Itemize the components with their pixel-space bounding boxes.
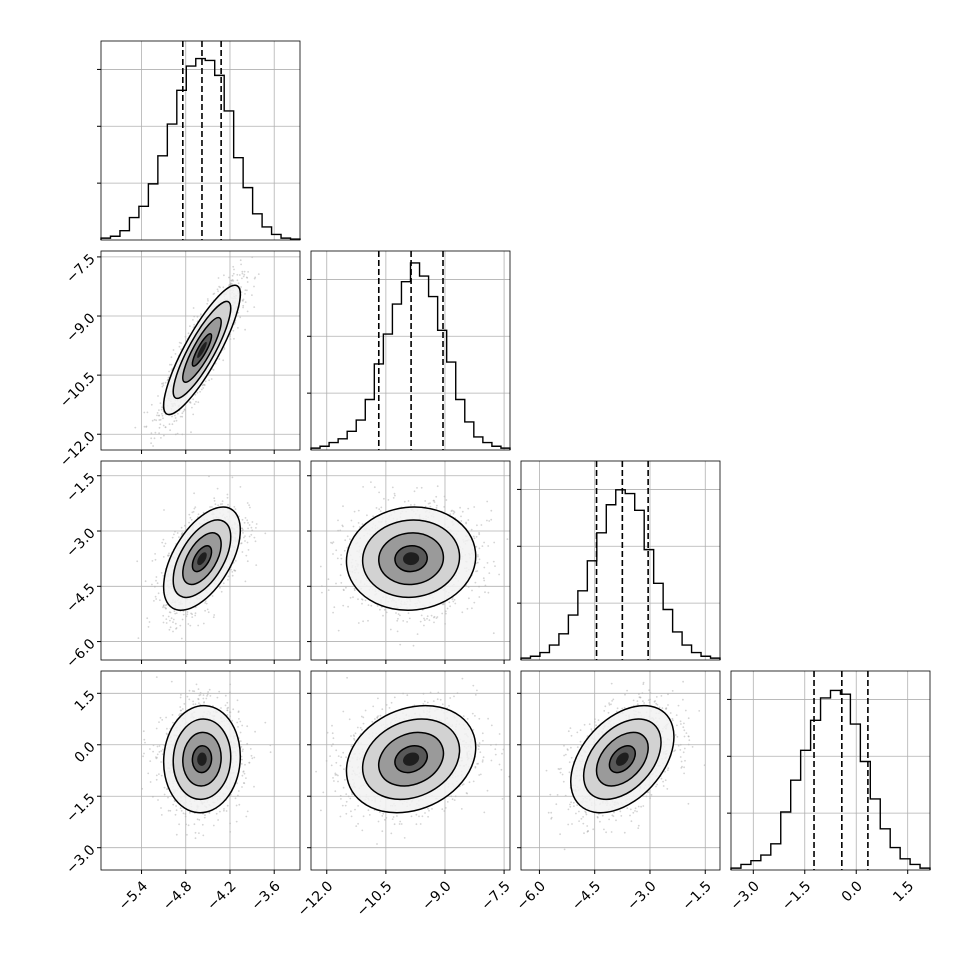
y-tick-label: 1.5 bbox=[72, 688, 99, 715]
x-tick-label: −3.0 bbox=[624, 878, 659, 913]
y-tick-label: −1.5 bbox=[63, 470, 98, 505]
scatter-panel-1-3 bbox=[301, 671, 519, 874]
x-tick-label: −4.5 bbox=[569, 878, 604, 913]
y-tick-label: −9.0 bbox=[63, 310, 98, 345]
hist-panel-1 bbox=[307, 251, 510, 450]
y-tick-label: −1.5 bbox=[63, 791, 98, 826]
scatter-panel-1-2 bbox=[307, 461, 550, 664]
y-tick-label: 0.0 bbox=[72, 739, 99, 766]
scatter-panel-0-3 bbox=[97, 641, 300, 874]
x-tick-label: −1.5 bbox=[680, 878, 715, 913]
scatter-panel-2-3 bbox=[517, 667, 734, 874]
x-tick-label: −10.5 bbox=[354, 878, 396, 920]
x-tick-label: −1.5 bbox=[779, 878, 814, 913]
x-tick-label: −3.0 bbox=[728, 878, 763, 913]
hist-panel-bg bbox=[521, 461, 720, 660]
y-tick-label: −3.0 bbox=[63, 842, 98, 877]
x-tick-label: −12.0 bbox=[295, 878, 337, 920]
hist-panel-bg bbox=[101, 41, 300, 240]
y-tick-label: −7.5 bbox=[63, 251, 98, 286]
x-tick-label: 1.5 bbox=[890, 878, 917, 905]
x-tick-label: −4.2 bbox=[204, 878, 239, 913]
y-tick-label: −4.5 bbox=[63, 581, 98, 616]
x-tick-label: −9.0 bbox=[419, 878, 454, 913]
hist-panel-bg bbox=[731, 671, 930, 870]
x-tick-label: −5.4 bbox=[116, 878, 151, 913]
x-tick-label: 0.0 bbox=[839, 878, 866, 905]
y-tick-label: −12.0 bbox=[57, 429, 99, 471]
y-tick-label: −3.0 bbox=[63, 525, 98, 560]
scatter-panel-0-1 bbox=[97, 248, 300, 458]
hist-panel-2 bbox=[517, 461, 720, 660]
x-tick-label: −3.6 bbox=[248, 878, 283, 913]
x-tick-label: −7.5 bbox=[478, 878, 513, 913]
x-tick-label: −6.0 bbox=[514, 878, 549, 913]
scatter-panel-0-2 bbox=[97, 461, 300, 664]
hist-panel-0 bbox=[97, 41, 300, 240]
hist-panel-3 bbox=[727, 671, 930, 870]
y-tick-label: −10.5 bbox=[57, 369, 99, 411]
y-tick-label: −6.0 bbox=[63, 636, 98, 671]
x-tick-label: −4.8 bbox=[160, 878, 195, 913]
